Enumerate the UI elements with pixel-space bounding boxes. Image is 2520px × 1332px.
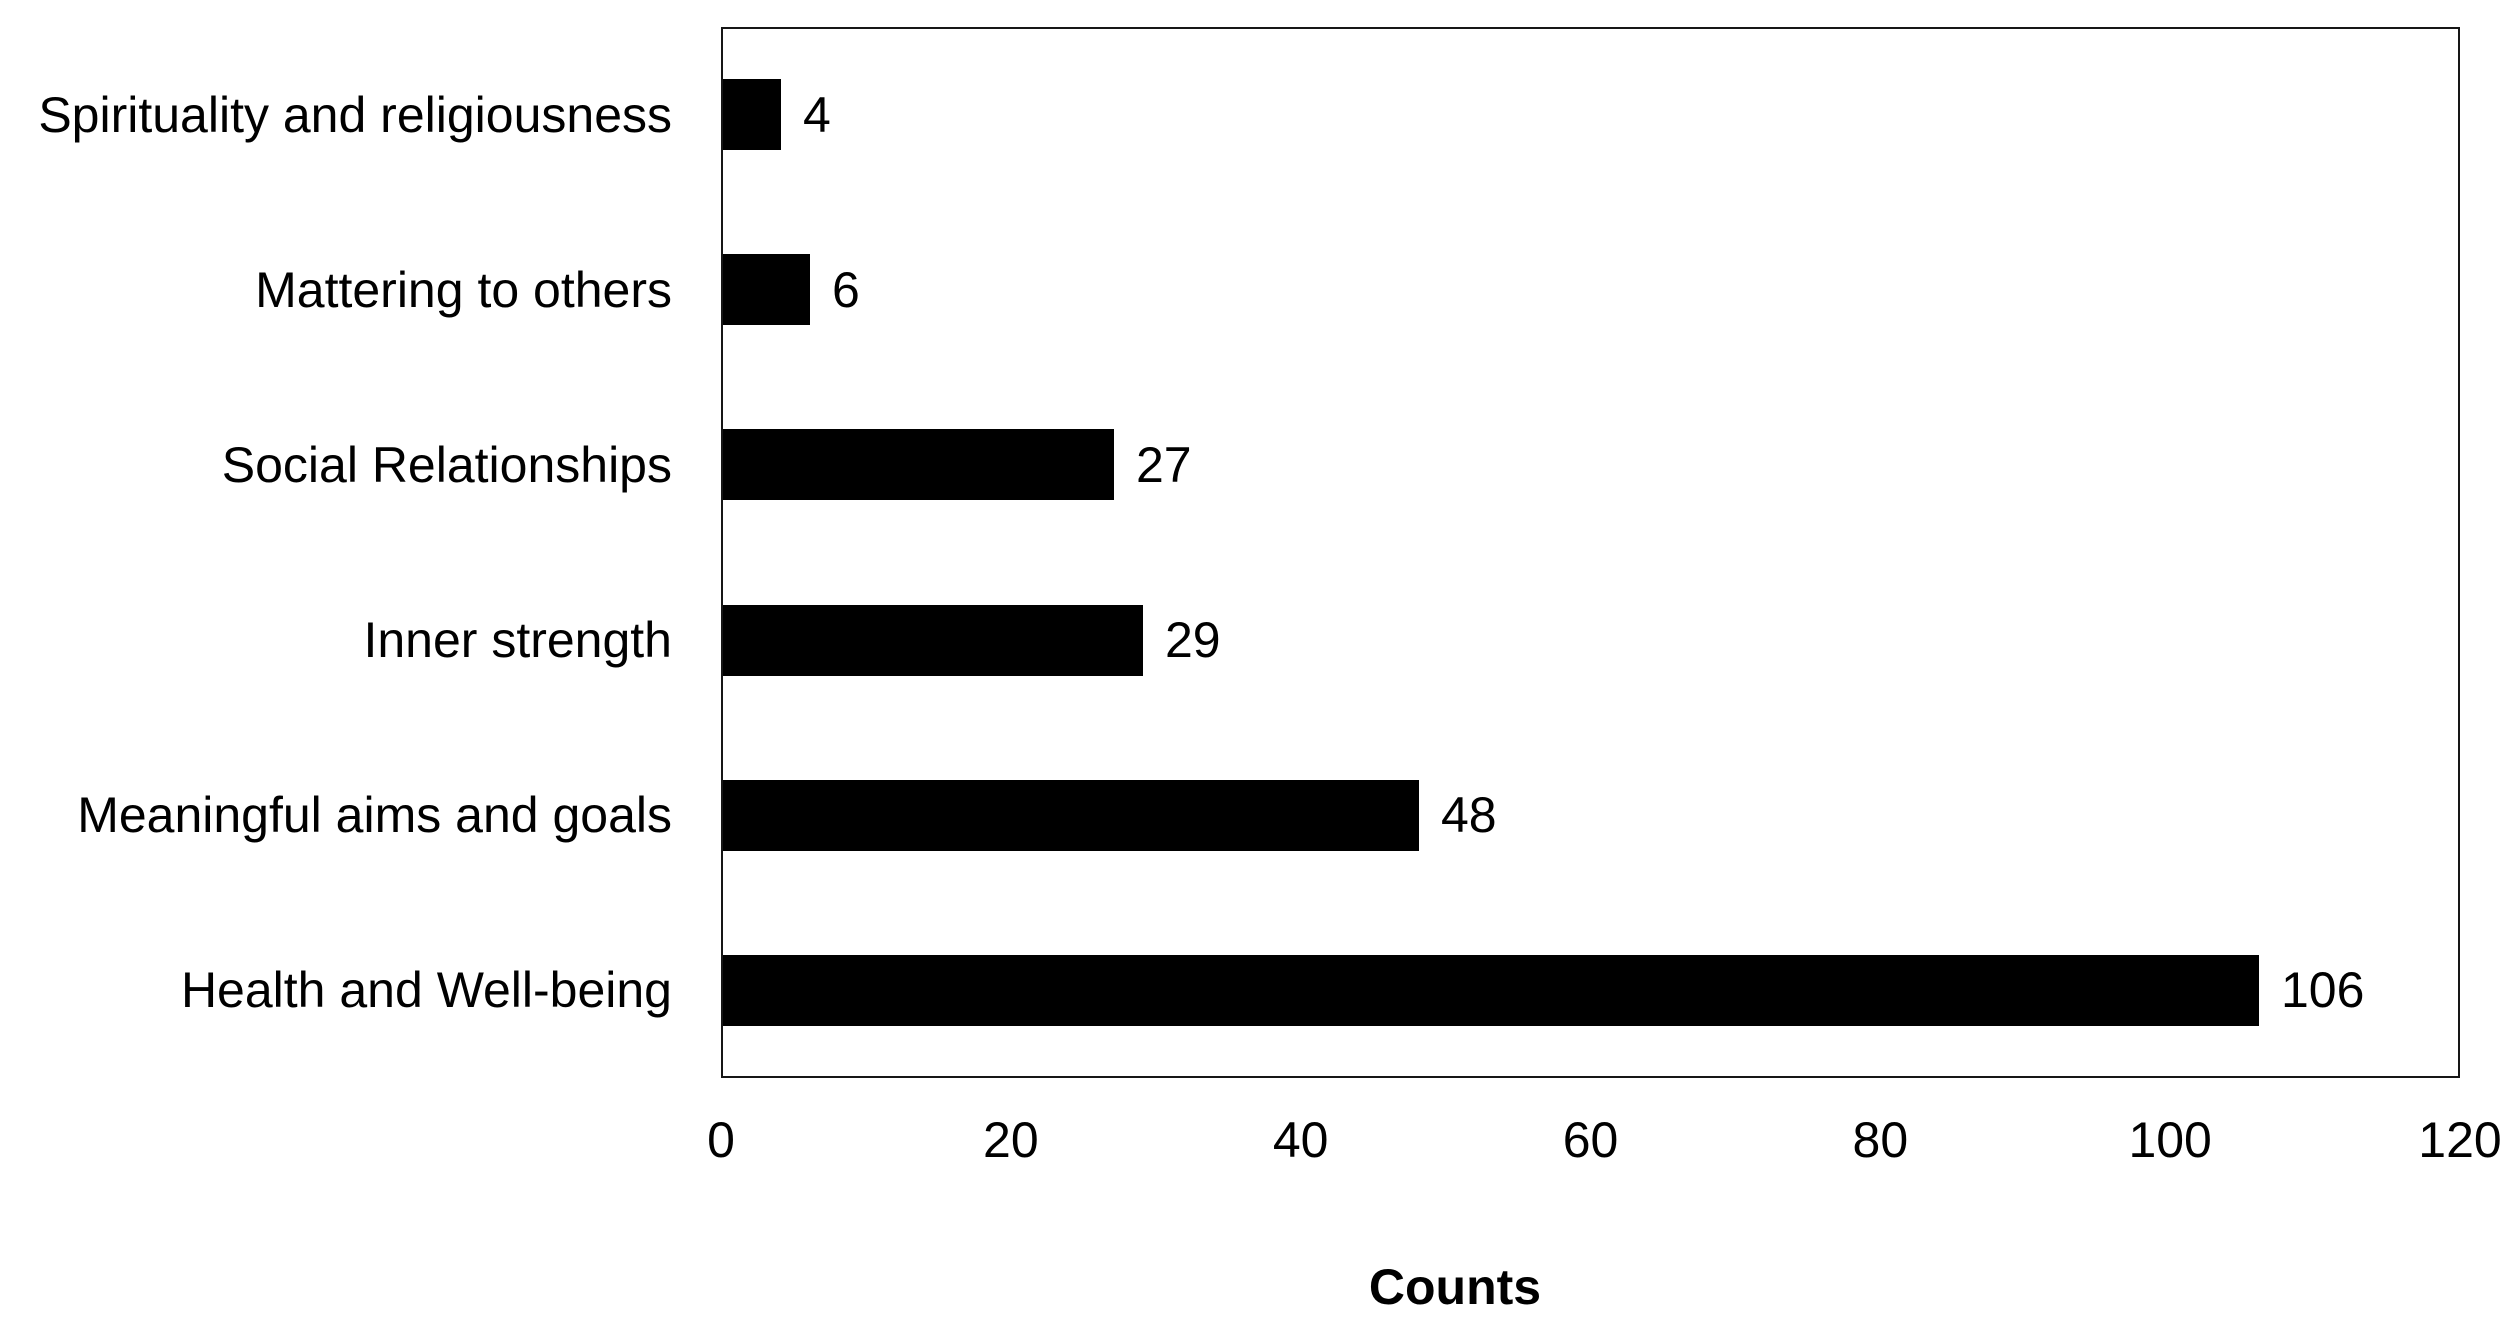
value-label: 27	[1136, 436, 1192, 493]
bar	[723, 79, 781, 150]
value-label: 106	[2281, 962, 2365, 1019]
category-label: Mattering to others	[255, 261, 672, 318]
bar	[723, 429, 1114, 500]
x-tick-label: 40	[1272, 1112, 1329, 1168]
x-axis-title: Counts	[1368, 1259, 1542, 1315]
bar	[723, 955, 2259, 1026]
x-tick-label: 60	[1562, 1112, 1619, 1168]
value-label: 4	[803, 86, 831, 143]
category-label: Health and Well-being	[180, 962, 672, 1019]
category-label: Spirituality and religiousness	[38, 86, 672, 143]
category-label: Social Relationships	[221, 436, 672, 493]
bar	[723, 605, 1143, 676]
x-tick-label: 80	[1852, 1112, 1909, 1168]
bar	[723, 254, 810, 325]
value-label: 6	[832, 261, 860, 318]
x-tick-label: 100	[2128, 1112, 2212, 1168]
x-tick-label: 0	[707, 1112, 735, 1168]
category-label: Inner strength	[363, 612, 672, 669]
value-label: 48	[1441, 787, 1497, 844]
x-tick-label: 120	[2418, 1112, 2502, 1168]
plot-area	[721, 27, 2460, 1078]
value-label: 29	[1165, 612, 1221, 669]
bar	[723, 780, 1419, 851]
category-label: Meaningful aims and goals	[77, 787, 672, 844]
x-tick-label: 20	[983, 1112, 1039, 1168]
